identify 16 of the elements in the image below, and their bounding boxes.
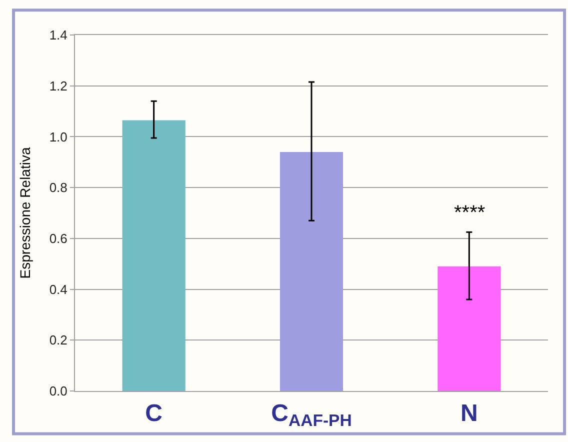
annotation: **** <box>454 202 486 224</box>
bar <box>438 266 501 391</box>
bar <box>122 120 186 391</box>
y-tick-label: 0.4 <box>49 282 68 297</box>
y-tick-label: 1.2 <box>49 78 68 94</box>
y-tick-label: 0.0 <box>49 384 68 399</box>
bar <box>280 152 344 391</box>
x-tick-label: C$_{AAF-PH}$ <box>271 400 352 430</box>
x-tick-label: C <box>145 400 162 427</box>
y-axis-title: Espressione Relativa <box>16 147 33 279</box>
y-tick-label: 0.8 <box>49 180 68 196</box>
y-tick-label: 0.2 <box>49 332 68 348</box>
y-tick-label: 1.0 <box>49 129 68 144</box>
y-tick-label: 0.6 <box>49 230 68 246</box>
y-tick-label: 1.4 <box>49 28 68 43</box>
x-tick-label: N <box>460 400 478 427</box>
